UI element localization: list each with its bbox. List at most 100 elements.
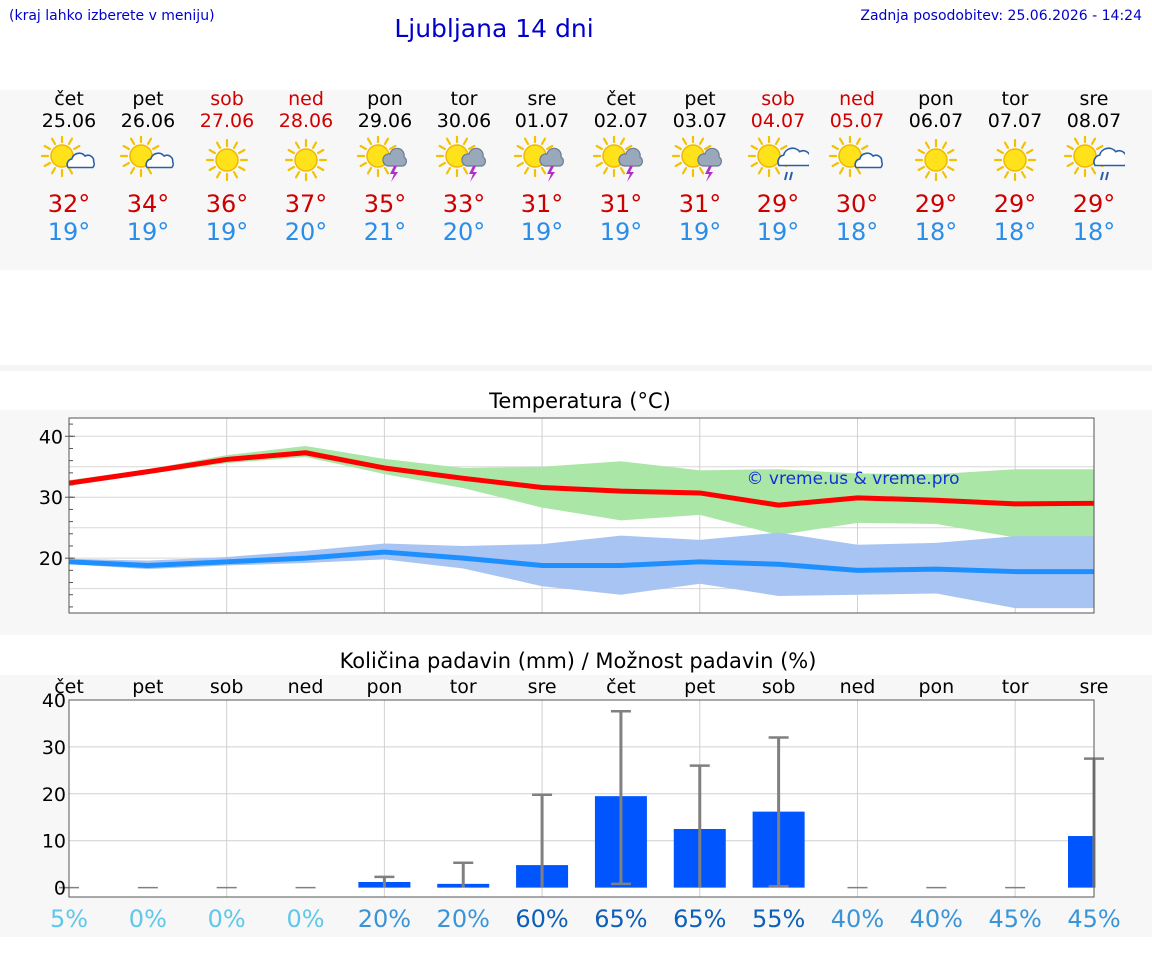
min-temperature: 19° [47, 218, 91, 246]
precipitation-probability: 45% [988, 905, 1041, 933]
day-column: pet 03.07 31° 19° [660, 88, 740, 246]
precipitation-error-bar [532, 793, 553, 888]
max-temperature: 37° [284, 190, 328, 218]
precipitation-probability: 40% [831, 905, 884, 933]
max-temperature: 29° [993, 190, 1037, 218]
sun-rain-icon [1063, 136, 1125, 181]
day-name: sob [210, 88, 244, 110]
precipitation-probability: 65% [673, 905, 726, 933]
day-column: pon 29.06 35° 21° [345, 88, 425, 246]
temperature-chart-title: Temperatura (°C) [488, 389, 671, 413]
max-temperature: 34° [126, 190, 170, 218]
max-temperature: 30° [835, 190, 879, 218]
precipitation-probability: 0% [286, 905, 324, 933]
day-column: pet 26.06 34° 19° [108, 88, 188, 246]
precipitation-probability: 5% [50, 905, 88, 933]
day-label: pon [367, 676, 403, 698]
precipitation-error-bar [768, 736, 789, 888]
min-temperature-line [68, 549, 1094, 575]
precipitation-error-bar [374, 875, 395, 888]
precipitation-probability: 40% [910, 905, 963, 933]
day-name: ned [288, 88, 324, 110]
min-temperature: 18° [835, 218, 879, 246]
last-update-text: Zadnja posodobitev: 25.06.2026 - 14:24 [860, 8, 1142, 24]
day-label: sob [762, 676, 796, 698]
y-tick-label: 0 [54, 878, 66, 900]
max-temperature-line [68, 450, 1095, 508]
y-tick-label: 30 [42, 737, 66, 759]
day-name: sob [761, 88, 795, 110]
y-tick-label: 30 [39, 487, 63, 509]
sun-icon [284, 138, 328, 182]
precipitation-probability: 45% [1067, 905, 1120, 933]
max-temperature: 33° [442, 190, 486, 218]
day-date: 04.07 [750, 110, 806, 132]
precipitation-error-bar [689, 764, 710, 888]
day-label: pet [684, 676, 715, 698]
min-temperature: 18° [1072, 218, 1116, 246]
day-date: 07.07 [987, 110, 1043, 132]
max-temperature: 32° [47, 190, 91, 218]
max-temperature: 31° [678, 190, 722, 218]
temperature-plot-frame [68, 417, 1095, 614]
precipitation-probability: 0% [208, 905, 246, 933]
day-date: 06.07 [908, 110, 964, 132]
min-temperature: 18° [993, 218, 1037, 246]
sun-thunder-icon [435, 136, 486, 182]
day-name: pet [684, 88, 716, 110]
precipitation-probability: 65% [594, 905, 647, 933]
precipitation-error-bar [453, 861, 474, 888]
day-label: čet [606, 676, 636, 698]
min-temperature: 19° [520, 218, 564, 246]
day-name: sre [527, 88, 557, 110]
day-date: 01.07 [514, 110, 570, 132]
day-name: ned [839, 88, 875, 110]
day-name: tor [1001, 88, 1029, 110]
day-column: sob 04.07 29° 19° [738, 88, 818, 246]
max-temperature: 31° [520, 190, 564, 218]
day-date: 29.06 [357, 110, 413, 132]
y-tick-label: 20 [42, 784, 66, 806]
precipitation-probability: 0% [129, 905, 167, 933]
watermark-text: © vreme.us & vreme.pro [746, 469, 959, 489]
precipitation-probability: 60% [515, 905, 568, 933]
sun-thunder-icon [592, 136, 643, 182]
day-date: 26.06 [120, 110, 176, 132]
temperature-chart: Temperatura (°C) 20 30 40 © vreme.us & vrem… [39, 389, 1095, 614]
day-name: sre [1079, 88, 1109, 110]
separator [0, 365, 1152, 371]
max-temperature: 31° [599, 190, 643, 218]
day-column: sob 27.06 36° 19° [187, 88, 267, 246]
min-temperature: 19° [126, 218, 170, 246]
max-temperature: 36° [205, 190, 249, 218]
max-temperature: 29° [756, 190, 800, 218]
day-label: sre [1080, 676, 1109, 698]
sun-icon [993, 138, 1037, 182]
sun-thunder-icon [356, 136, 407, 182]
sun-icon [914, 138, 958, 182]
day-label: ned [288, 676, 324, 698]
day-date: 28.06 [278, 110, 334, 132]
day-column: tor 07.07 29° 18° [975, 88, 1055, 246]
max-temperature: 29° [914, 190, 958, 218]
day-name: pon [918, 88, 954, 110]
sun-icon [205, 138, 249, 182]
max-temperature: 29° [1072, 190, 1116, 218]
day-column: sre 01.07 31° 19° [502, 88, 582, 246]
day-column: čet 02.07 31° 19° [581, 88, 661, 246]
precipitation-probability: 20% [358, 905, 411, 933]
min-temperature: 20° [284, 218, 328, 246]
sun-thunder-icon [671, 136, 722, 182]
day-date: 25.06 [41, 110, 97, 132]
y-tick-label: 10 [42, 831, 66, 853]
y-tick-label: 40 [39, 426, 63, 448]
sun-cloud-icon [40, 136, 95, 178]
day-column: pon 06.07 29° 18° [896, 88, 976, 246]
day-name: čet [606, 88, 636, 110]
min-temperature: 20° [442, 218, 486, 246]
day-date: 08.07 [1066, 110, 1122, 132]
precipitation-error-bar [610, 710, 631, 886]
day-label: čet [54, 676, 84, 698]
day-date: 02.07 [593, 110, 649, 132]
min-temperature: 19° [599, 218, 643, 246]
